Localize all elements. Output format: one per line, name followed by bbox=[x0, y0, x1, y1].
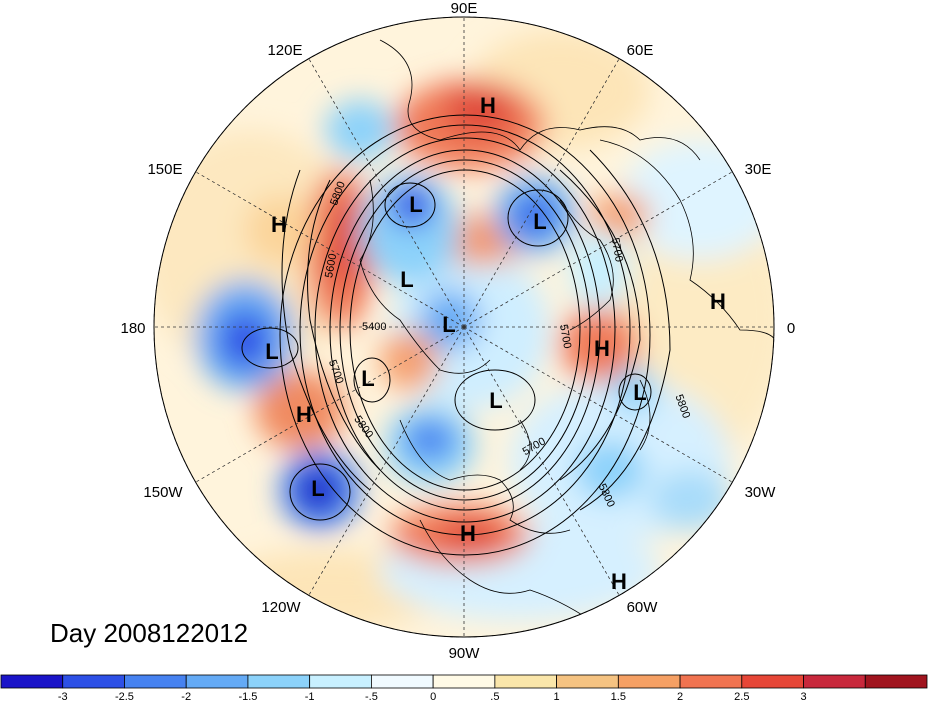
contour-label: 5700 bbox=[609, 237, 625, 263]
colorbar-swatch bbox=[0, 674, 64, 689]
colorbar-tick-label: -2.5 bbox=[115, 691, 134, 702]
pressure-center-low: L bbox=[311, 476, 324, 501]
colorbar: -3 -2.5 -2 -1.5 -1 -.5 0 .5 1 1.5 2 2.5 3 bbox=[0, 674, 928, 702]
colorbar-swatch bbox=[617, 674, 681, 689]
map-border bbox=[153, 16, 775, 638]
lon-label-90w: 90W bbox=[449, 645, 481, 662]
colorbar-tick-label: -3 bbox=[58, 691, 68, 702]
lon-label-180: 180 bbox=[120, 320, 145, 337]
colorbar-swatch bbox=[432, 674, 496, 689]
colorbar-swatch bbox=[62, 674, 125, 689]
lon-label-120w: 120W bbox=[261, 599, 301, 616]
pressure-center-low: L bbox=[409, 192, 422, 217]
height-contours bbox=[241, 114, 671, 556]
lon-label-150w: 150W bbox=[143, 484, 183, 501]
pressure-center-low: L bbox=[533, 209, 546, 234]
pressure-center-low: L bbox=[633, 380, 646, 405]
pressure-center-low: L bbox=[361, 366, 374, 391]
anomaly-field bbox=[154, 17, 774, 637]
pressure-center-high: H bbox=[710, 289, 726, 314]
colorbar-tick-label: -2 bbox=[181, 691, 191, 702]
longitude-labels: 90E 60E 30E 0 30W 60W 90W 120W 150W 180 … bbox=[120, 0, 795, 662]
colorbar-tick-label: -1 bbox=[305, 691, 315, 702]
lon-label-120e: 120E bbox=[267, 42, 302, 59]
colorbar-swatch bbox=[185, 674, 249, 689]
colorbar-swatch bbox=[679, 674, 743, 689]
colorbar-tick-label: -.5 bbox=[365, 691, 378, 702]
contour-label: 5400 bbox=[362, 321, 386, 333]
colorbar-tick-label: 0 bbox=[430, 691, 436, 702]
colorbar-swatch bbox=[124, 674, 187, 689]
colorbar-swatch bbox=[803, 674, 866, 689]
colorbar-tick-label: .5 bbox=[490, 691, 499, 702]
colorbar-swatch bbox=[556, 674, 619, 689]
colorbar-swatch bbox=[494, 674, 558, 689]
pressure-center-low: L bbox=[400, 267, 413, 292]
lon-label-150e: 150E bbox=[147, 161, 182, 178]
colorbar-swatch bbox=[741, 674, 804, 689]
pressure-center-low: L bbox=[489, 388, 502, 413]
colorbar-swatch bbox=[309, 674, 372, 689]
colorbar-swatch bbox=[864, 674, 928, 689]
map-title: Day 2008122012 bbox=[50, 618, 249, 648]
pressure-center-high: H bbox=[480, 93, 496, 118]
colorbar-swatch bbox=[247, 674, 311, 689]
pressure-center-high: H bbox=[460, 521, 476, 546]
colorbar-tick-label: -1.5 bbox=[238, 691, 257, 702]
pressure-center-high: H bbox=[594, 336, 610, 361]
colorbar-tick-label: 2.5 bbox=[734, 691, 749, 702]
pressure-center-high: H bbox=[611, 569, 627, 594]
pressure-center-low: L bbox=[265, 339, 278, 364]
colorbar-tick-label: 3 bbox=[800, 691, 806, 702]
lon-label-30w: 30W bbox=[745, 484, 777, 501]
colorbar-swatch bbox=[370, 674, 434, 689]
pressure-center-high: H bbox=[271, 212, 287, 237]
lon-label-30e: 30E bbox=[745, 161, 772, 178]
colorbar-tick-label: 1.5 bbox=[611, 691, 626, 702]
pressure-center-low: L bbox=[442, 312, 455, 337]
colorbar-tick-label: 2 bbox=[677, 691, 683, 702]
coastlines bbox=[359, 39, 774, 621]
lon-label-60e: 60E bbox=[627, 42, 654, 59]
lon-label-90e: 90E bbox=[451, 0, 478, 17]
pressure-center-high: H bbox=[296, 402, 312, 427]
lon-label-0: 0 bbox=[787, 320, 795, 337]
contour-label: 5600 bbox=[323, 253, 339, 279]
pressure-centers: H L H L L L H L H L L H L H L H bbox=[265, 93, 726, 594]
lon-label-60w: 60W bbox=[627, 599, 659, 616]
contour-label: 5700 bbox=[557, 323, 573, 349]
colorbar-tick-label: 1 bbox=[554, 691, 560, 702]
